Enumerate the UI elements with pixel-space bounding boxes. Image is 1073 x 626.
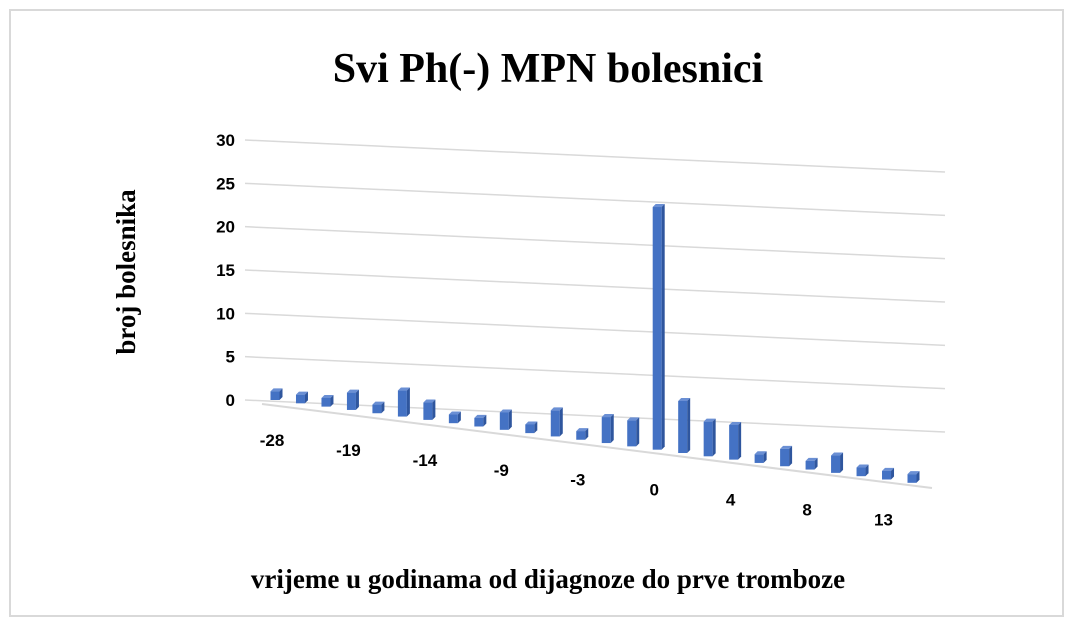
bar [576, 428, 589, 440]
y-tick-label: 0 [226, 391, 235, 410]
x-tick-label: -19 [336, 441, 361, 460]
grid-line [244, 182, 946, 217]
bar [499, 409, 512, 430]
bar [856, 464, 869, 477]
y-tick-label: 5 [226, 348, 235, 367]
bar [321, 394, 334, 407]
bar [627, 417, 640, 447]
x-axis-title: vrijeme u godinama od dijagnoze do prve … [251, 564, 845, 594]
y-tick-label: 10 [216, 304, 235, 323]
grid-line [244, 312, 946, 347]
y-axis-title: broj bolesnika [111, 189, 141, 355]
bar [346, 389, 359, 410]
x-tick-label: 8 [802, 501, 811, 520]
grid-line [244, 355, 946, 390]
floor-edge [261, 403, 933, 489]
bar [474, 414, 487, 427]
grid-line [244, 139, 946, 173]
y-tick-label: 30 [216, 131, 235, 150]
bar [780, 445, 793, 467]
x-tick-label: 0 [649, 481, 658, 500]
grid-line [244, 225, 946, 260]
bar [907, 471, 920, 483]
bar [678, 397, 691, 453]
bar [729, 421, 742, 460]
y-tick-label: 25 [216, 174, 235, 193]
y-tick-label: 20 [216, 218, 235, 237]
x-tick-label: -9 [494, 461, 509, 480]
bar [703, 418, 716, 457]
bar [372, 401, 385, 414]
bar [295, 391, 308, 404]
bar [805, 457, 818, 470]
x-tick-label: 4 [726, 491, 736, 510]
bar [448, 411, 461, 424]
bar [831, 452, 844, 473]
chart-frame [9, 9, 1064, 617]
x-tick-label: -14 [413, 451, 438, 470]
bar [423, 399, 436, 420]
grid-line [244, 399, 946, 433]
bar [270, 388, 283, 400]
bar [601, 414, 614, 444]
bar [397, 387, 410, 417]
x-tick-label: 13 [874, 510, 893, 529]
bar [882, 467, 895, 480]
y-tick-label: 15 [216, 261, 235, 280]
chart-title: Svi Ph(-) MPN bolesnici [333, 46, 764, 92]
bar [754, 451, 767, 463]
bar [550, 407, 563, 437]
grid-line [244, 269, 946, 303]
x-tick-label: -28 [260, 431, 285, 450]
x-tick-label: -3 [570, 471, 585, 490]
bar [652, 204, 665, 450]
bar [525, 421, 538, 434]
